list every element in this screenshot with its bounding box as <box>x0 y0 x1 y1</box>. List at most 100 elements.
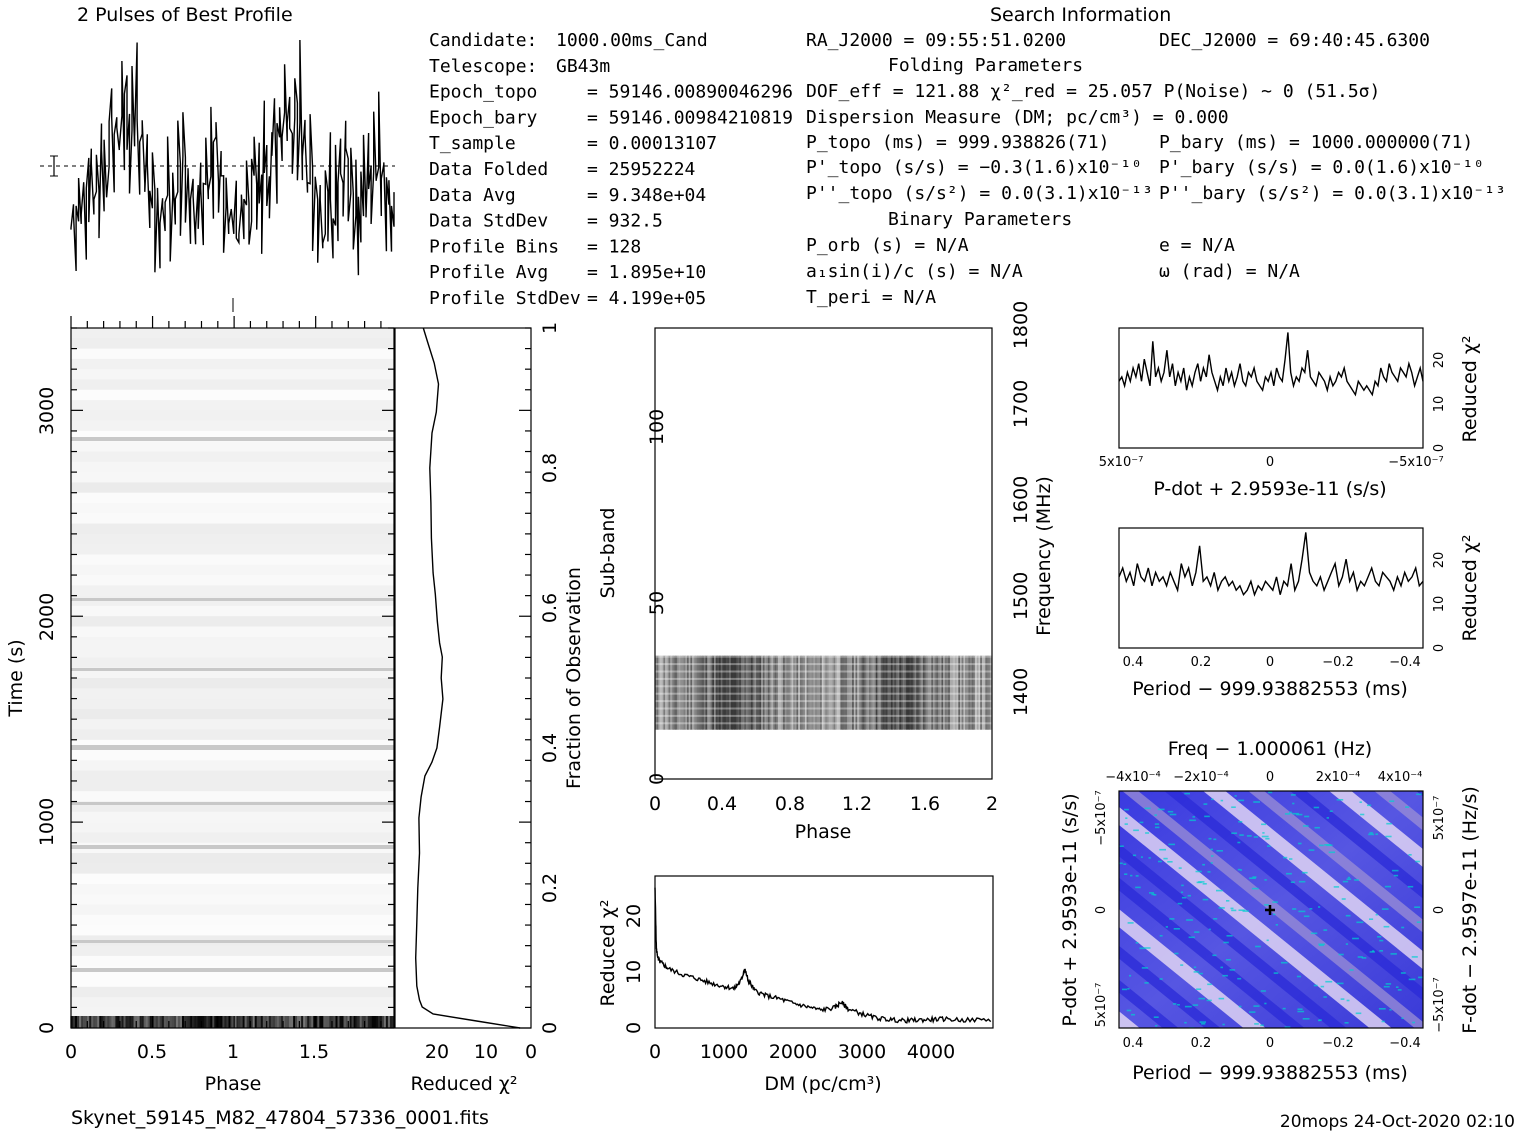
subband-column <box>943 655 946 730</box>
map-speckle <box>1318 906 1321 908</box>
subband-column <box>931 655 934 730</box>
info-value-2: = 59146.00890046296 <box>587 82 793 103</box>
map-x2tick-0: −4x10⁻⁴ <box>1105 770 1160 785</box>
subband-column <box>714 655 717 730</box>
map-speckle <box>1211 855 1214 857</box>
map-speckle <box>1135 942 1139 944</box>
subband-column <box>668 655 671 730</box>
pe-ytick-1: 10 <box>1432 596 1447 613</box>
map-speckle <box>1389 800 1395 802</box>
time-row-first <box>256 1016 259 1028</box>
subband-band <box>655 700 992 703</box>
time-row-first <box>270 1016 274 1028</box>
info-value-5: = 25952224 <box>587 159 695 180</box>
period-chi2-plot: 0.4 0.2 0 −0.2 −0.4 Period − 999.9388255… <box>1118 527 1481 700</box>
subband-column <box>788 655 791 730</box>
map-speckle <box>1302 1018 1310 1020</box>
time-row <box>71 688 394 700</box>
sb-ytick-0: 0 <box>646 773 668 785</box>
map-stripe <box>1119 979 1179 1028</box>
subband-column <box>687 655 690 730</box>
map-speckle <box>1405 806 1410 808</box>
time-row-first <box>123 1016 126 1028</box>
dm-chi2-plot: 0 1000 2000 3000 4000 DM (pc/cm³) 0 10 2… <box>597 875 994 1095</box>
subband-column <box>862 655 865 730</box>
map-speckle <box>1178 867 1182 869</box>
map-stripe <box>1374 791 1423 831</box>
map-speckle <box>1239 834 1244 836</box>
subband-column <box>789 655 792 730</box>
pe-xtick-4: −0.4 <box>1389 655 1421 670</box>
map-speckle <box>1229 969 1236 971</box>
time-chi2-plot: 20 10 0 Reduced χ² 0 0.2 0.4 0.6 0.8 1 F… <box>394 322 585 1095</box>
subband-column <box>855 655 858 730</box>
time-row <box>71 647 394 658</box>
pd-xtick-1: 0 <box>1266 455 1274 470</box>
time-row-first <box>377 1016 381 1028</box>
tp-xtick-0: 0 <box>65 1041 77 1063</box>
map-stripe <box>1248 791 1423 933</box>
map-speckle <box>1172 1003 1177 1005</box>
subband-column <box>725 655 728 730</box>
map-speckle <box>1266 939 1269 942</box>
time-row <box>71 760 394 772</box>
tp-ytick-3: 3000 <box>36 387 58 435</box>
map-speckle <box>1302 871 1308 874</box>
time-row-first <box>115 1016 118 1028</box>
map-speckle <box>1123 863 1127 865</box>
map-speckle <box>1347 876 1350 879</box>
subband-column <box>988 655 991 730</box>
map-speckle <box>1126 1009 1132 1012</box>
map-speckle <box>1139 947 1145 950</box>
time-row-first <box>373 1016 377 1028</box>
map-speckle <box>1286 872 1292 875</box>
info-label-10: Profile StdDev <box>429 288 581 309</box>
time-row-first <box>95 1016 98 1028</box>
sb-y2tick-4: 1800 <box>1010 301 1032 349</box>
subband-column <box>985 655 988 730</box>
map-speckle <box>1159 848 1166 851</box>
map-speckle <box>1139 821 1144 824</box>
subband-column <box>857 655 860 730</box>
map-speckle <box>1246 835 1252 837</box>
subband-column <box>710 655 713 730</box>
time-row <box>71 626 394 638</box>
time-row-first <box>127 1016 130 1028</box>
filename-text: Skynet_59145_M82_47804_57336_0001.fits <box>71 1107 489 1129</box>
map-speckle <box>1130 874 1133 877</box>
time-row-first <box>268 1016 272 1028</box>
map-speckle <box>1253 1005 1260 1007</box>
timestamp-text: 20mops 24-Oct-2020 02:10 <box>1280 1112 1515 1132</box>
time-row <box>71 461 394 473</box>
subband-column <box>688 655 691 730</box>
time-row-first <box>280 1016 284 1028</box>
map-speckle <box>1251 887 1259 890</box>
time-row-first <box>107 1016 110 1028</box>
map-speckle <box>1202 883 1207 885</box>
map-stripe <box>1119 877 1305 1028</box>
map-speckle <box>1313 984 1318 987</box>
time-row-first <box>381 1016 385 1028</box>
dm-ytick-0: 0 <box>623 1022 645 1034</box>
time-row <box>71 708 394 720</box>
map-stripes <box>1119 791 1423 1028</box>
time-row <box>71 338 394 350</box>
subband-column <box>740 655 743 730</box>
map-speckle <box>1194 931 1200 933</box>
time-row-first <box>285 1016 288 1028</box>
map-speckle <box>1140 856 1143 858</box>
subband-column <box>880 655 883 730</box>
map-speckle <box>1198 997 1205 1000</box>
time-row <box>71 955 394 967</box>
subband-column <box>719 655 722 730</box>
map-speckle <box>1349 969 1354 971</box>
map-speckle <box>1192 1004 1199 1006</box>
time-row <box>71 997 394 1008</box>
subband-column <box>826 655 829 730</box>
map-speckle <box>1264 879 1267 881</box>
subband-column <box>980 655 983 730</box>
time-row-first <box>103 1016 106 1028</box>
subband-band <box>655 677 992 680</box>
profile-plot <box>40 39 395 312</box>
map-speckle <box>1174 952 1179 955</box>
